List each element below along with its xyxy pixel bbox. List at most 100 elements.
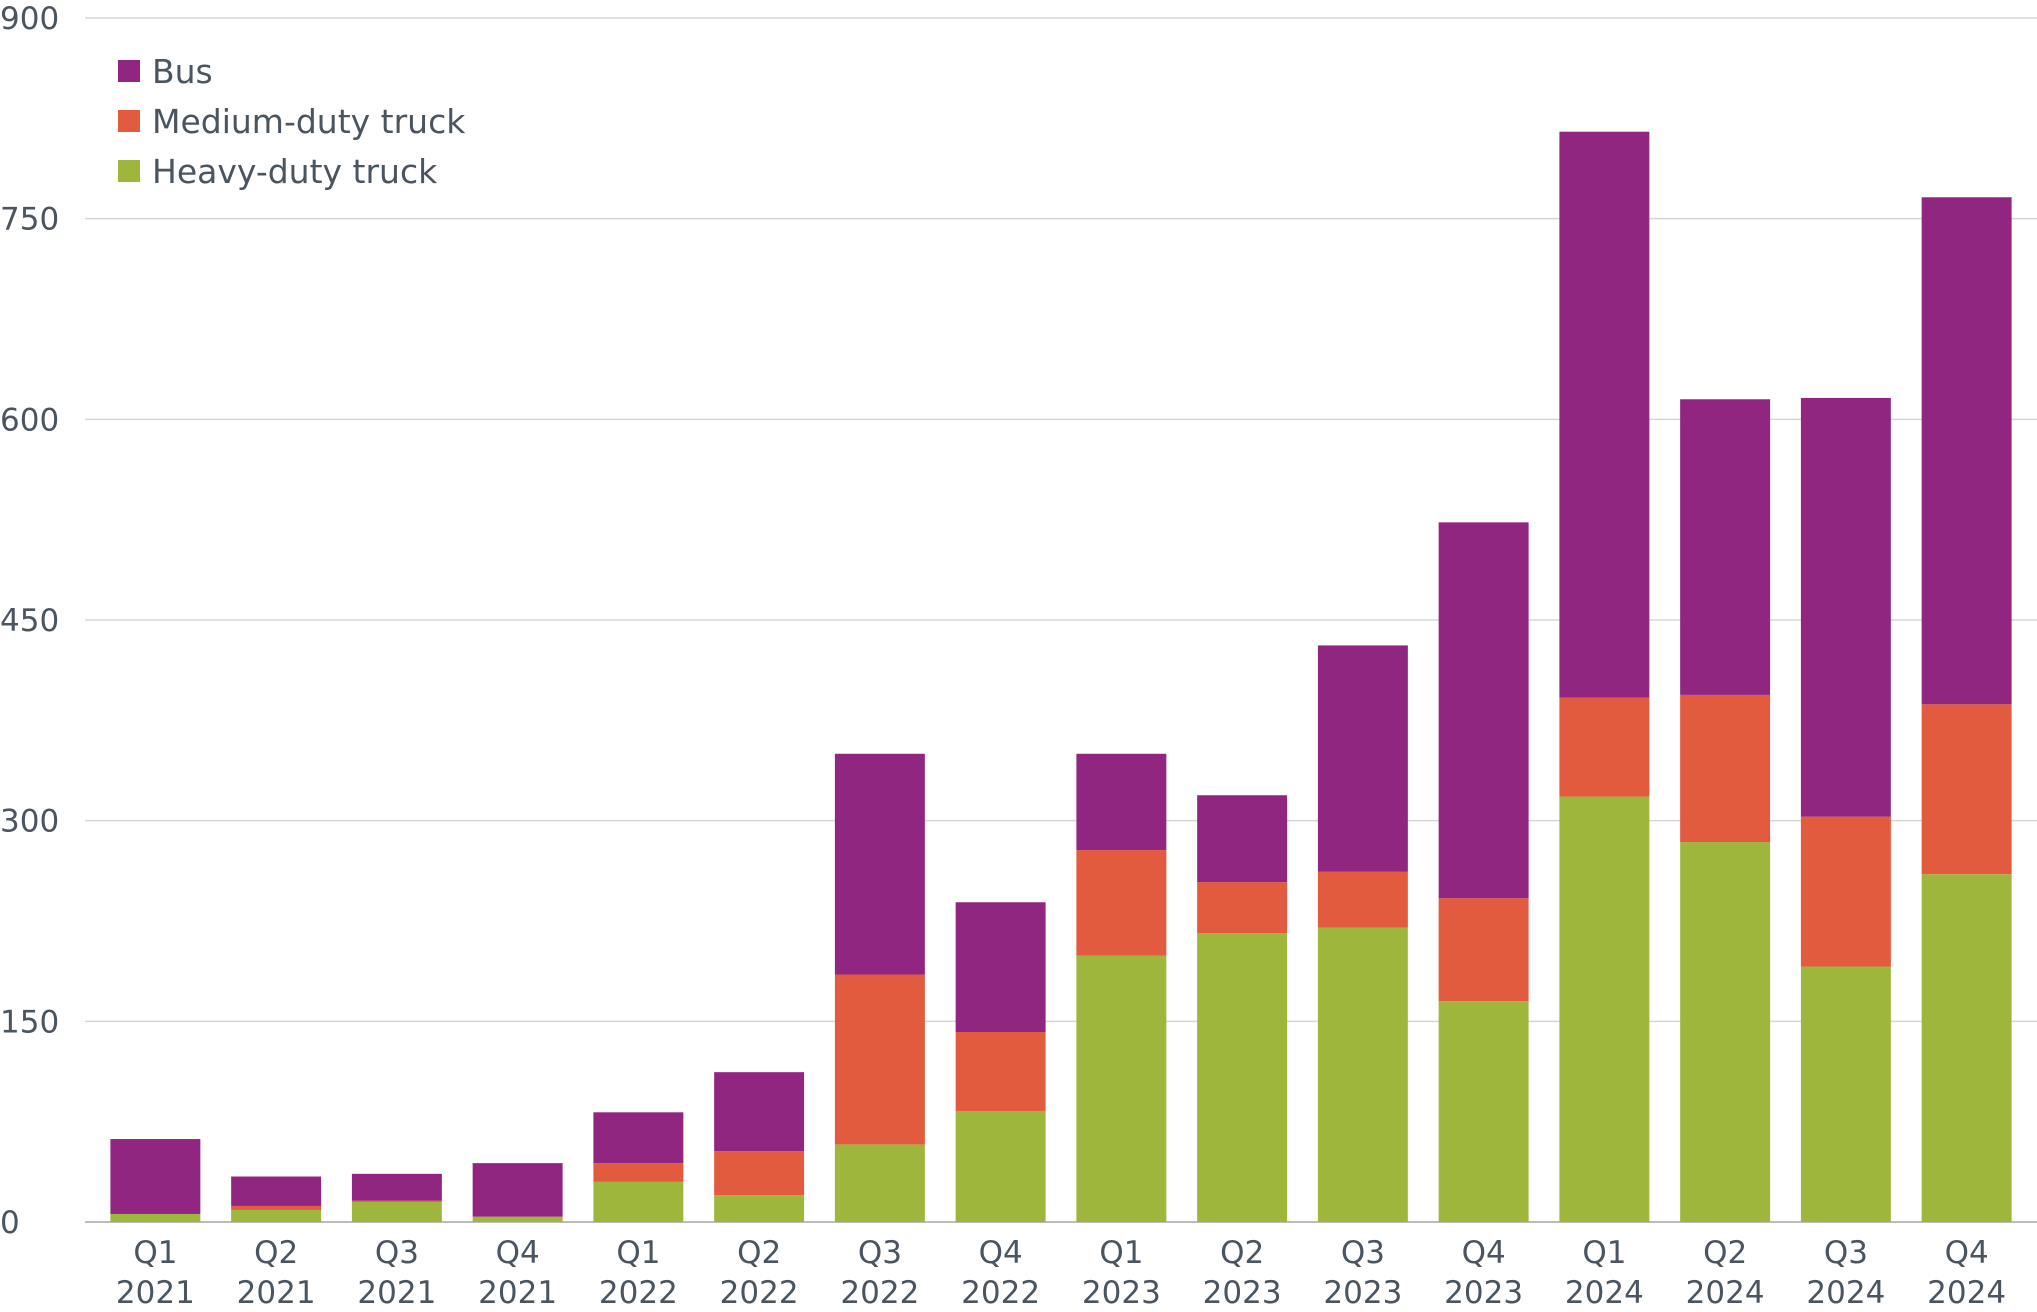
bar-segment-bus [1317,645,1408,872]
bar-segment-medium-duty-truck [1317,871,1408,928]
bar-stack [1559,131,1650,1222]
bar-stack [1317,645,1408,1222]
bar-segment-bus [714,1072,805,1152]
bar-stack [593,1112,684,1222]
bar-stack [351,1173,442,1222]
bar-segment-heavy-duty-truck [1317,927,1408,1222]
legend-label: Bus [152,52,213,91]
x-tick-year: 2024 [1565,1275,1644,1311]
bar-segment-heavy-duty-truck [1921,874,2012,1222]
x-tick-year: 2024 [1686,1275,1765,1311]
bar-stack [714,1072,805,1222]
bar-segment-medium-duty-truck [593,1163,684,1182]
bar-segment-medium-duty-truck [1197,882,1288,934]
x-tick-year: 2022 [961,1275,1040,1311]
x-tick-quarter: Q2 [737,1235,781,1271]
legend: Bus Medium-duty truck Heavy-duty truck [118,52,466,191]
bars [110,131,2012,1222]
legend-item: Heavy-duty truck [118,152,438,191]
y-tick-label: 600 [0,402,59,438]
x-tick-quarter: Q1 [1099,1235,1143,1271]
bar-segment-bus [1438,522,1529,899]
bar-stack [1680,399,1771,1222]
bar-segment-medium-duty-truck [351,1200,442,1202]
bar-segment-heavy-duty-truck [472,1216,563,1222]
legend-swatch [118,160,140,182]
x-tick-year: 2023 [1203,1275,1282,1311]
bar-segment-medium-duty-truck [1438,898,1529,1002]
bar-stack [472,1163,563,1222]
x-axis-ticks: Q1 2021 Q2 2021 Q3 2021 Q4 2021 Q1 2022 Q2 2022 Q3 20… [116,1235,2006,1311]
x-tick-year: 2024 [1806,1275,1885,1311]
x-tick-year: 2021 [116,1275,195,1311]
bar-segment-medium-duty-truck [1559,697,1650,797]
bar-segment-medium-duty-truck [231,1205,322,1210]
legend-label: Medium-duty truck [152,102,466,141]
bar-segment-medium-duty-truck [1921,704,2012,875]
bar-segment-bus [351,1173,442,1201]
x-tick-year: 2024 [1927,1275,2006,1311]
legend-swatch [118,60,140,82]
bar-segment-heavy-duty-truck [593,1181,684,1222]
y-tick-label: 0 [0,1205,20,1241]
bar-segment-bus [1921,197,2012,705]
bar-segment-bus [1559,131,1650,698]
legend-label: Heavy-duty truck [152,152,438,191]
bar-segment-heavy-duty-truck [834,1144,925,1222]
bar-segment-heavy-duty-truck [1800,966,1891,1222]
y-tick-label: 150 [0,1004,59,1040]
bar-segment-bus [1076,753,1167,851]
x-tick-year: 2022 [720,1275,799,1311]
bar-stack [1921,197,2012,1222]
x-tick-quarter: Q4 [979,1235,1023,1271]
bar-segment-heavy-duty-truck [1076,955,1167,1222]
x-tick-quarter: Q1 [133,1235,177,1271]
x-tick-quarter: Q3 [375,1235,419,1271]
bar-segment-heavy-duty-truck [1680,842,1771,1222]
bar-segment-medium-duty-truck [955,1032,1046,1111]
legend-swatch [118,110,140,132]
bar-stack [231,1176,322,1222]
x-tick-year: 2021 [237,1275,316,1311]
y-tick-label: 300 [0,804,59,840]
x-tick-year: 2023 [1082,1275,1161,1311]
y-tick-label: 900 [0,1,59,37]
x-tick-quarter: Q3 [858,1235,902,1271]
x-tick-quarter: Q3 [1341,1235,1385,1271]
bar-segment-heavy-duty-truck [351,1201,442,1222]
x-tick-quarter: Q4 [496,1235,540,1271]
y-tick-label: 750 [0,202,59,238]
y-tick-label: 450 [0,603,59,639]
bar-segment-bus [472,1163,563,1217]
x-tick-quarter: Q1 [1582,1235,1626,1271]
bar-segment-bus [1680,399,1771,695]
bar-segment-heavy-duty-truck [955,1110,1046,1222]
bar-segment-medium-duty-truck [1076,850,1167,956]
bar-segment-medium-duty-truck [834,974,925,1145]
bar-segment-heavy-duty-truck [714,1195,805,1222]
bar-segment-bus [110,1139,201,1214]
x-tick-quarter: Q1 [616,1235,660,1271]
x-tick-quarter: Q2 [1220,1235,1264,1271]
bar-segment-medium-duty-truck [1800,816,1891,967]
bar-segment-heavy-duty-truck [231,1209,322,1222]
x-tick-year: 2021 [357,1275,436,1311]
x-tick-quarter: Q2 [254,1235,298,1271]
bar-segment-medium-duty-truck [714,1151,805,1196]
bar-segment-bus [231,1176,322,1206]
bar-stack [1438,522,1529,1222]
x-tick-quarter: Q2 [1703,1235,1747,1271]
bar-segment-bus [1197,795,1288,883]
x-tick-quarter: Q3 [1824,1235,1868,1271]
x-tick-year: 2023 [1444,1275,1523,1311]
x-tick-year: 2022 [599,1275,678,1311]
bar-segment-heavy-duty-truck [1197,933,1288,1222]
bar-segment-bus [955,902,1046,1033]
bar-segment-heavy-duty-truck [110,1213,201,1222]
bar-stack [834,753,925,1222]
x-tick-year: 2021 [478,1275,557,1311]
legend-item: Bus [118,52,213,91]
bar-stack [110,1139,201,1222]
legend-item: Medium-duty truck [118,102,466,141]
